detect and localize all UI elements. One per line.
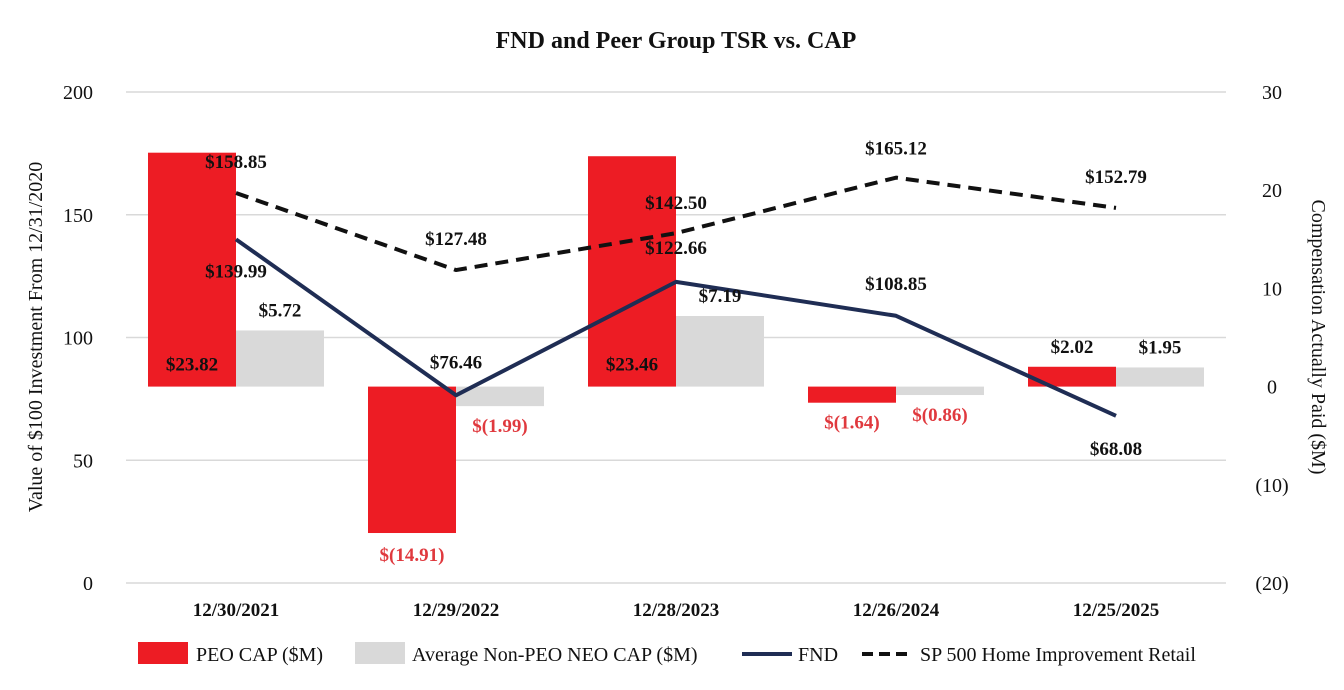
- neo-cap-value-label: $(1.99): [472, 416, 527, 437]
- category-label: 12/28/2023: [633, 600, 720, 621]
- peo-cap-bar: [368, 386, 456, 534]
- right-tick-label: 10: [1262, 278, 1282, 300]
- peo-cap-value-label: $23.46: [606, 355, 658, 376]
- peo-cap-bar: [808, 386, 896, 403]
- category-label: 12/25/2025: [1073, 600, 1160, 621]
- neo-cap-bar: [1116, 367, 1204, 387]
- neo-cap-bar: [676, 315, 764, 387]
- category-label: 12/30/2021: [193, 600, 280, 621]
- right-tick-label: 30: [1262, 82, 1282, 104]
- right-axis-ticks: (20) (10) 0 10 20 30: [1255, 82, 1288, 595]
- lines: [234, 175, 1117, 418]
- left-tick-label: 50: [73, 450, 93, 472]
- category-label: 12/29/2022: [413, 600, 500, 621]
- right-tick-label: (20): [1255, 573, 1288, 595]
- sp500-value-label: $165.12: [865, 139, 927, 160]
- fnd-line: [234, 237, 1117, 418]
- bars: [148, 152, 1204, 534]
- left-axis-ticks: 0 50 100 150 200: [63, 82, 93, 595]
- legend-fnd-label: FND: [798, 644, 838, 666]
- left-tick-label: 200: [63, 82, 93, 104]
- legend-peo-cap-label: PEO CAP ($M): [196, 644, 323, 666]
- legend-peo-cap-swatch: [138, 642, 188, 664]
- sp500-value-label: $158.85: [205, 152, 267, 173]
- peo-cap-bar: [148, 152, 236, 387]
- peo-cap-value-label: $(14.91): [380, 545, 445, 566]
- right-tick-label: 0: [1267, 377, 1277, 399]
- legend-neo-cap-label: Average Non-PEO NEO CAP ($M): [412, 644, 698, 666]
- fnd-value-label: $108.85: [865, 274, 927, 295]
- neo-cap-value-label: $5.72: [259, 300, 302, 321]
- legend: PEO CAP ($M) Average Non-PEO NEO CAP ($M)…: [138, 642, 1196, 666]
- legend-sp500-label: SP 500 Home Improvement Retail: [920, 644, 1196, 666]
- sp500-line: [235, 175, 1117, 273]
- chart-title: FND and Peer Group TSR vs. CAP: [496, 28, 857, 54]
- peo-cap-bar: [588, 156, 676, 387]
- right-tick-label: (10): [1255, 475, 1288, 497]
- data-labels: $23.82 $(14.91) $23.46 $(1.64) $2.02 $5.72 $(1…: [166, 139, 1182, 566]
- left-tick-label: 150: [63, 205, 93, 227]
- sp500-value-label: $127.48: [425, 229, 487, 250]
- sp500-value-label: $152.79: [1085, 167, 1147, 188]
- fnd-value-label: $76.46: [430, 352, 482, 373]
- right-axis-label: Compensation Actually Paid ($M): [1307, 200, 1329, 475]
- fnd-value-label: $122.66: [645, 238, 707, 259]
- sp500-value-label: $142.50: [645, 193, 707, 214]
- fnd-value-label: $139.99: [205, 261, 267, 282]
- neo-cap-value-label: $(0.86): [912, 405, 967, 426]
- left-tick-label: 0: [83, 573, 93, 595]
- peo-cap-value-label: $2.02: [1051, 337, 1094, 358]
- legend-neo-cap-swatch: [355, 642, 405, 664]
- left-tick-label: 100: [63, 328, 93, 350]
- neo-cap-value-label: $7.19: [699, 286, 742, 307]
- neo-cap-bar: [236, 330, 324, 387]
- neo-cap-bar: [896, 386, 984, 396]
- peo-cap-value-label: $(1.64): [824, 413, 879, 434]
- neo-cap-bar: [456, 386, 544, 407]
- peo-cap-value-label: $23.82: [166, 355, 218, 376]
- category-labels: 12/30/2021 12/29/2022 12/28/2023 12/26/2024…: [193, 600, 1160, 621]
- left-axis-label: Value of $100 Investment From 12/31/2020: [25, 162, 47, 513]
- category-label: 12/26/2024: [853, 600, 940, 621]
- peo-cap-bar: [1028, 366, 1116, 387]
- neo-cap-value-label: $1.95: [1139, 337, 1182, 358]
- right-tick-label: 20: [1262, 180, 1282, 202]
- fnd-value-label: $68.08: [1090, 439, 1142, 460]
